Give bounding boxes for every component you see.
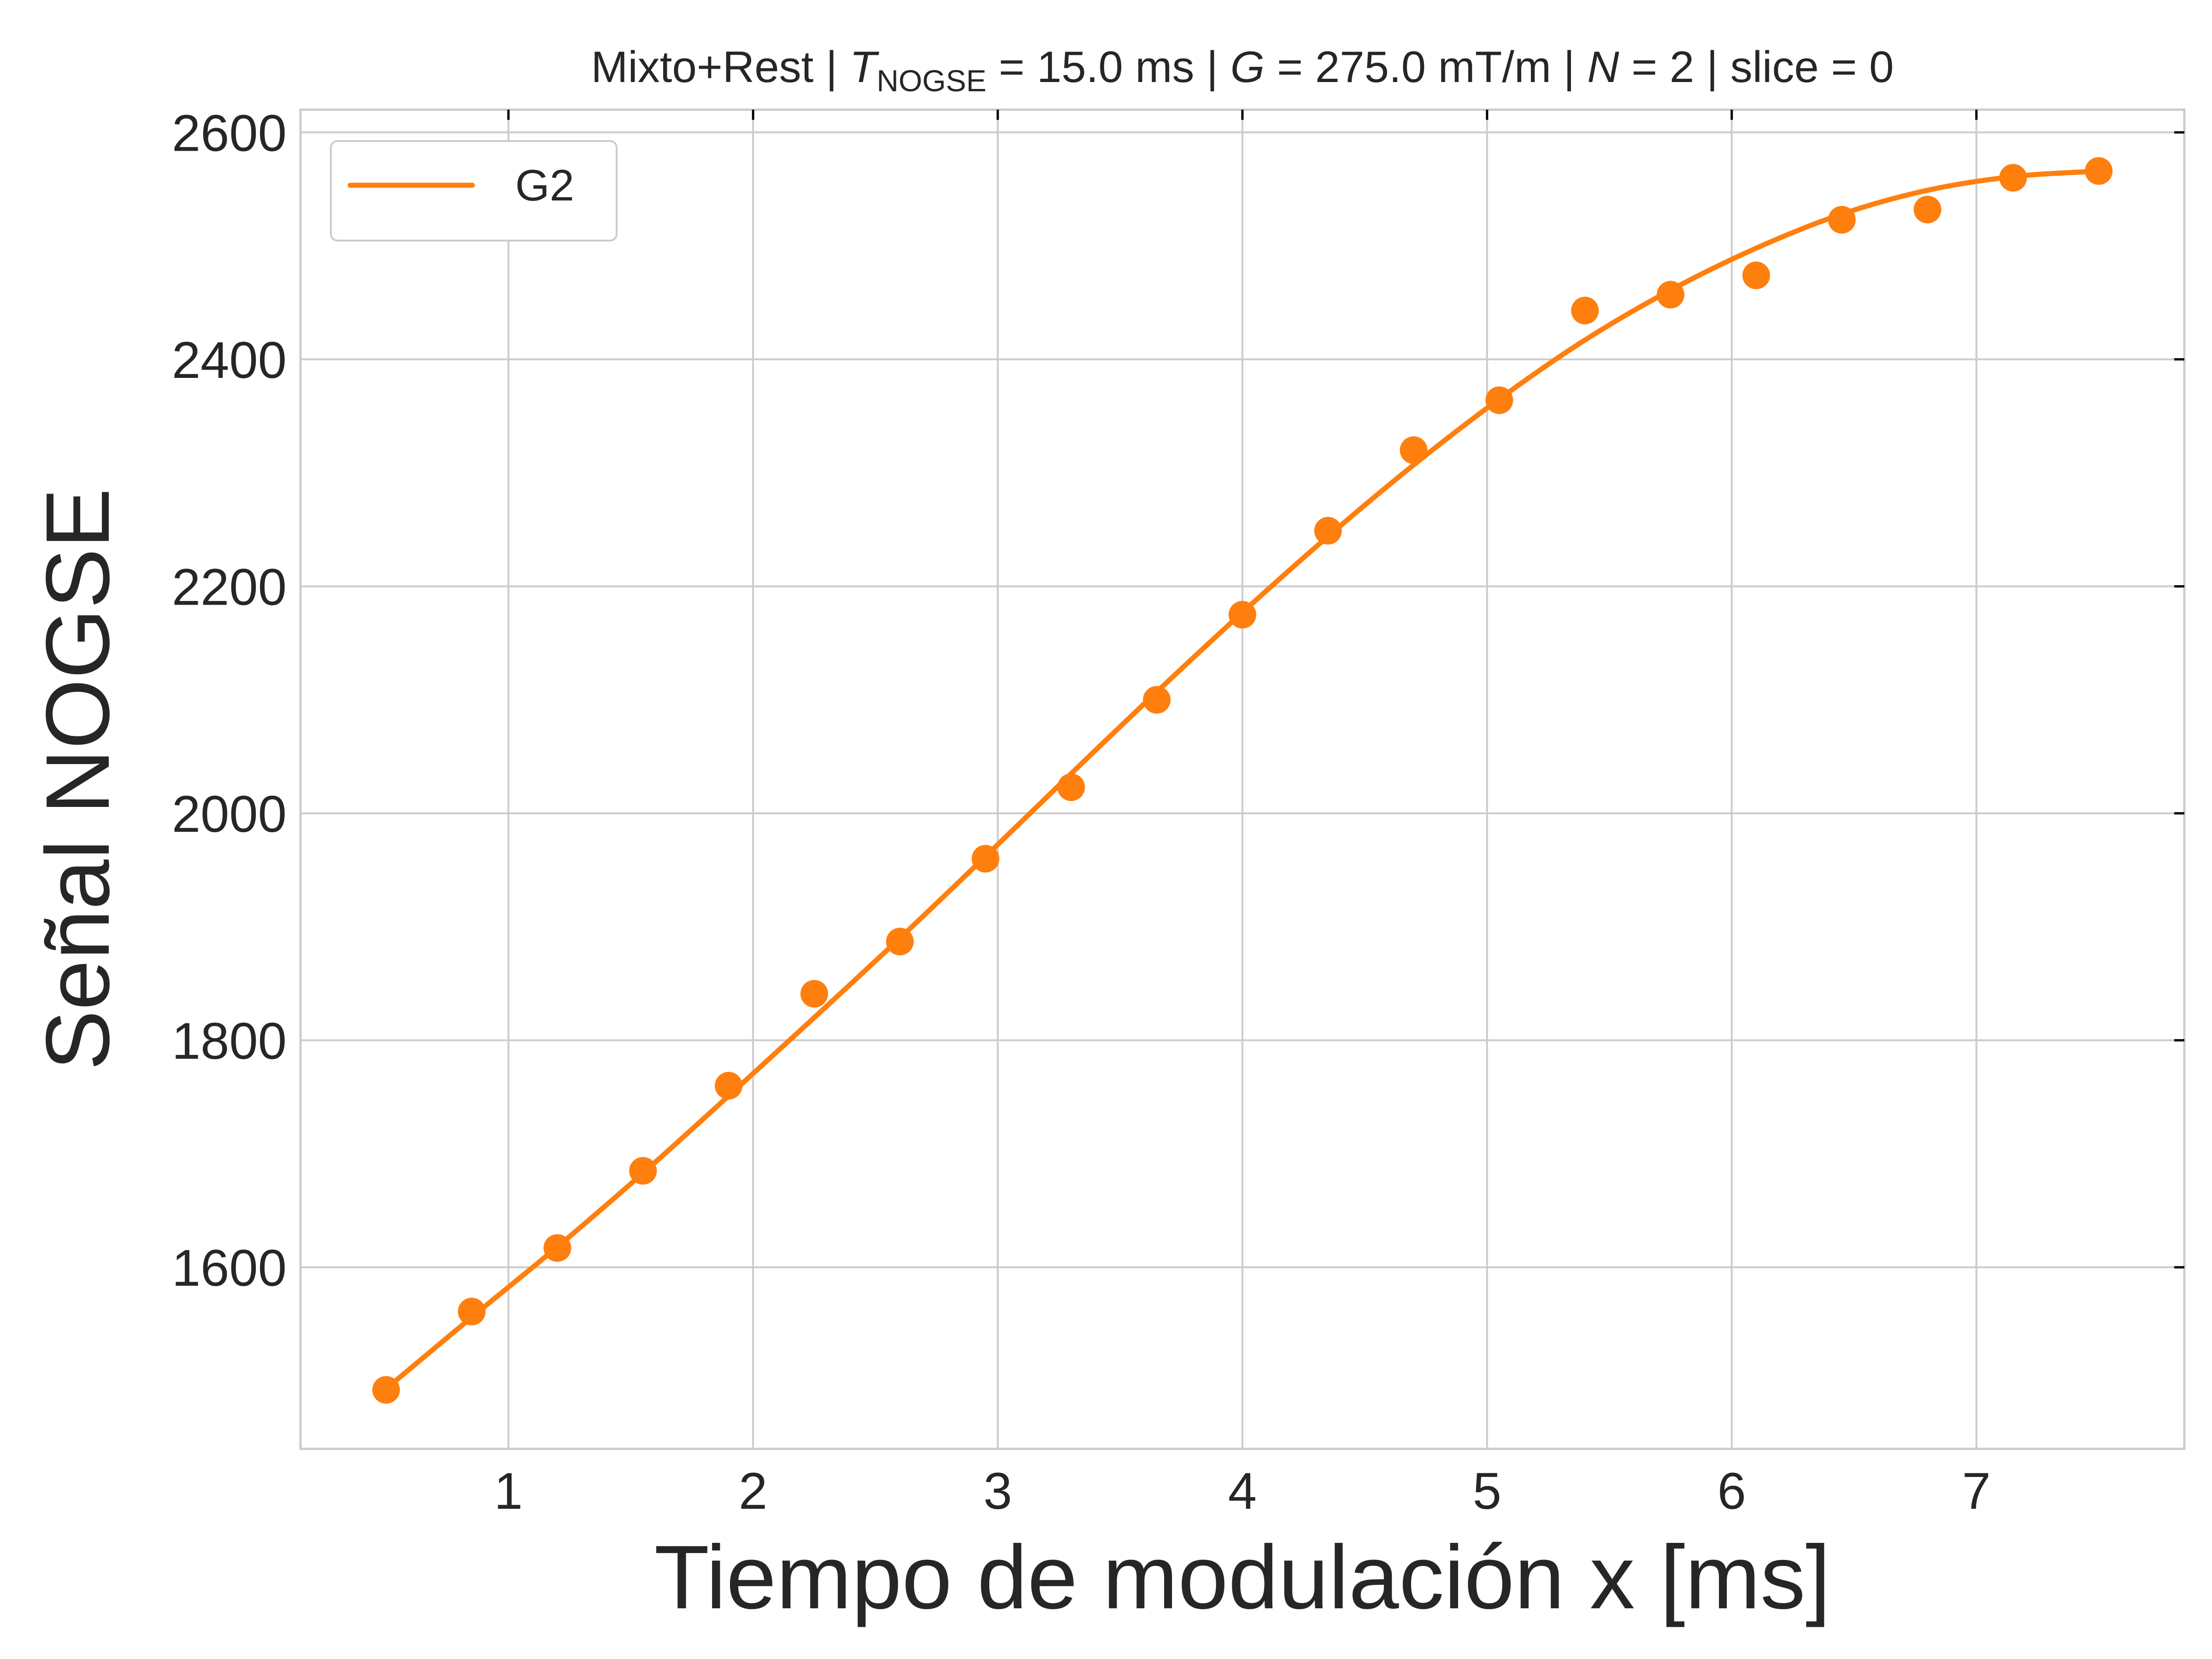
data-point bbox=[1999, 164, 2027, 192]
x-tick-label: 1 bbox=[494, 1462, 523, 1520]
x-tick-label: 3 bbox=[983, 1462, 1012, 1520]
data-point bbox=[2085, 157, 2113, 185]
title-g-value: = 275.0 mT/m | bbox=[1265, 42, 1587, 92]
y-axis-label: Señal NOGSE bbox=[27, 488, 128, 1071]
title-t-subscript: NOGSE bbox=[877, 64, 986, 98]
title-t-value: = 15.0 ms | bbox=[987, 42, 1230, 92]
x-tick-label: 2 bbox=[739, 1462, 767, 1520]
series-layer bbox=[372, 157, 2113, 1404]
data-point bbox=[1742, 261, 1770, 289]
data-point bbox=[458, 1298, 486, 1326]
data-point bbox=[1913, 195, 1941, 224]
title-t-symbol: T bbox=[850, 42, 880, 92]
grid bbox=[300, 110, 2184, 1449]
y-tick-label: 2200 bbox=[172, 558, 287, 616]
data-point bbox=[543, 1234, 571, 1262]
title-prefix: Mixto+Rest | bbox=[591, 42, 849, 92]
x-axis-label: Tiempo de modulación x [ms] bbox=[654, 1527, 1831, 1628]
x-tick-labels: 1 2 3 4 5 6 7 bbox=[494, 1462, 1991, 1520]
data-point bbox=[1057, 773, 1085, 801]
data-point bbox=[886, 928, 914, 956]
data-point bbox=[372, 1376, 400, 1404]
data-point bbox=[971, 845, 1000, 873]
x-tick-label: 4 bbox=[1228, 1462, 1257, 1520]
title-n-symbol: N bbox=[1587, 42, 1619, 92]
data-point bbox=[1314, 517, 1342, 545]
data-point bbox=[629, 1157, 657, 1185]
data-point bbox=[1229, 600, 1256, 629]
data-point bbox=[1485, 386, 1513, 414]
data-point bbox=[715, 1071, 743, 1100]
data-point bbox=[1571, 296, 1599, 324]
x-tick-label: 6 bbox=[1718, 1462, 1746, 1520]
y-tick-label: 2600 bbox=[172, 104, 287, 162]
legend: G2 bbox=[330, 140, 618, 241]
data-point bbox=[1828, 206, 1856, 234]
y-tick-labels: 1600 1800 2000 2200 2400 2600 bbox=[172, 104, 287, 1297]
x-tick-label: 7 bbox=[1962, 1462, 1991, 1520]
data-point bbox=[800, 980, 828, 1008]
fit-line-g2 bbox=[383, 168, 2101, 1391]
title-g-symbol: G bbox=[1230, 42, 1265, 92]
data-point bbox=[1143, 686, 1171, 714]
title-n-value: = 2 | slice = 0 bbox=[1619, 42, 1894, 92]
chart-title: Mixto+Rest | TNOGSE = 15.0 ms | G = 275.… bbox=[591, 42, 1894, 98]
x-tick-label: 5 bbox=[1473, 1462, 1501, 1520]
y-tick-label: 2000 bbox=[172, 785, 287, 843]
tick-marks bbox=[507, 110, 2184, 1269]
data-point bbox=[1400, 436, 1428, 464]
y-tick-label: 1800 bbox=[172, 1012, 287, 1070]
y-tick-label: 2400 bbox=[172, 331, 287, 389]
legend-box bbox=[330, 140, 618, 241]
data-point bbox=[1657, 281, 1685, 309]
legend-label-g2: G2 bbox=[515, 161, 574, 210]
y-tick-label: 1600 bbox=[172, 1239, 287, 1297]
